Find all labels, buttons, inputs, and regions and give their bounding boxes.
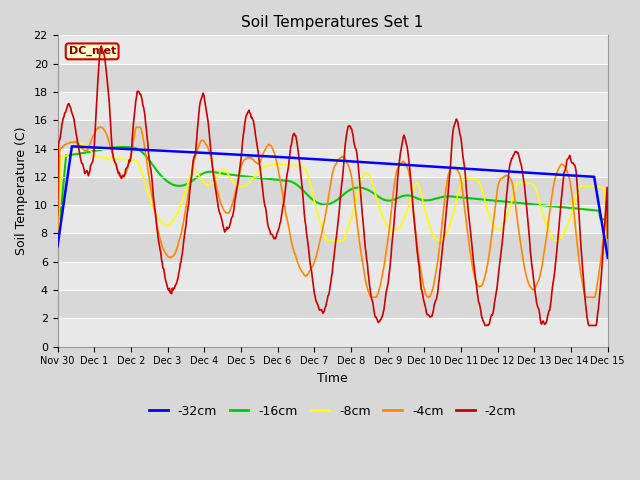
Bar (58, 205, 608, 233)
Bar (58, 120, 608, 149)
Bar (58, 177, 608, 205)
Text: DC_met: DC_met (68, 46, 116, 57)
Y-axis label: Soil Temperature (C): Soil Temperature (C) (15, 127, 28, 255)
Bar (58, 262, 608, 290)
Title: Soil Temperatures Set 1: Soil Temperatures Set 1 (241, 15, 424, 30)
X-axis label: Time: Time (317, 372, 348, 385)
Bar (58, 36, 608, 64)
Bar (58, 92, 608, 120)
Bar (58, 233, 608, 262)
Bar (58, 149, 608, 177)
Legend: -32cm, -16cm, -8cm, -4cm, -2cm: -32cm, -16cm, -8cm, -4cm, -2cm (144, 400, 521, 423)
Bar (58, 64, 608, 92)
Bar (58, 318, 608, 347)
Bar (58, 290, 608, 318)
